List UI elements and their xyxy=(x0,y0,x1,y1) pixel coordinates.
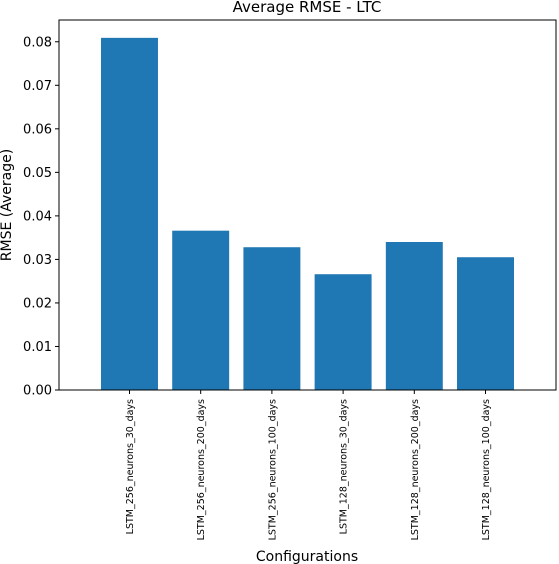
bar-5 xyxy=(385,242,443,390)
y-axis-label: RMSE (Average) xyxy=(0,149,15,261)
bar-3 xyxy=(243,247,301,390)
y-tick-label-4: 0.03 xyxy=(23,253,52,268)
x-tick-label-3: LSTM_256_neurons_100_days xyxy=(267,399,278,540)
x-tick-label-4: LSTM_128_neurons_30_days xyxy=(339,399,350,534)
plot-frame xyxy=(58,19,557,391)
bar-6 xyxy=(457,257,514,390)
y-tick-label-8: 0.07 xyxy=(23,79,52,94)
x-tick-label-5: LSTM_128_neurons_200_days xyxy=(410,399,421,540)
bars-group xyxy=(101,37,514,391)
x-axis-label: Configurations xyxy=(256,549,358,564)
y-tick-label-9: 0.08 xyxy=(23,35,52,50)
bar-2 xyxy=(172,230,230,390)
y-axis: 0.00 0.01 0.02 0.03 0.04 0.05 0.06 0.07 0.08 xyxy=(23,35,59,399)
x-tick-label-1: LSTM_256_neurons_30_days xyxy=(125,399,136,534)
x-axis: LSTM_256_neurons_30_days LSTM_256_neurons… xyxy=(125,390,492,540)
y-tick-label-6: 0.05 xyxy=(23,166,52,181)
y-tick-label-5: 0.04 xyxy=(23,209,52,224)
y-tick-label-3: 0.02 xyxy=(23,296,52,311)
bar-4 xyxy=(314,274,372,390)
bar-1 xyxy=(101,37,158,391)
y-tick-label-1: 0.00 xyxy=(23,384,52,399)
x-tick-label-6: LSTM_128_neurons_100_days xyxy=(481,399,492,540)
chart-title: Average RMSE - LTC xyxy=(233,0,382,16)
y-tick-label-7: 0.06 xyxy=(23,122,52,137)
y-tick-label-2: 0.01 xyxy=(23,340,52,355)
x-tick-label-2: LSTM_256_neurons_200_days xyxy=(196,399,207,540)
